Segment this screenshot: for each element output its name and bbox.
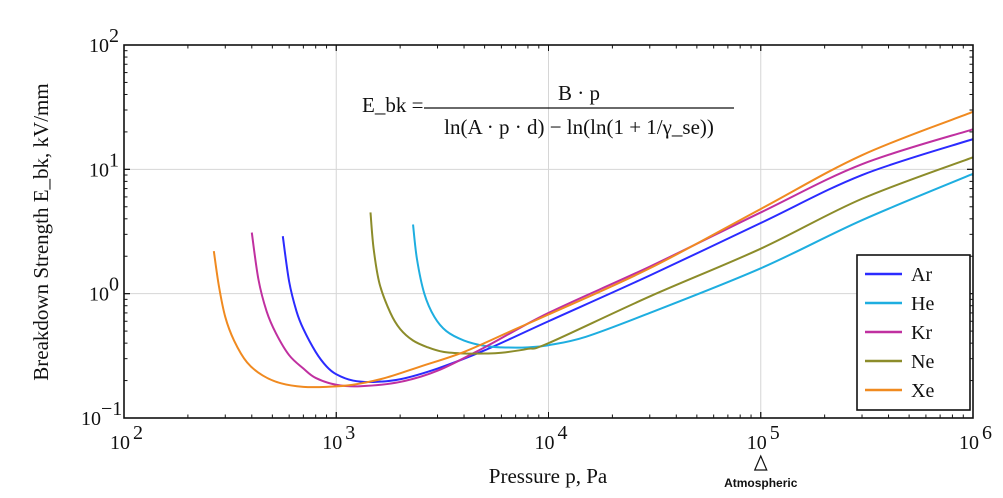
x-tick-label: 10 xyxy=(322,432,342,454)
legend-item-xe: Xe xyxy=(865,380,934,402)
legend-item-kr: Kr xyxy=(865,322,932,344)
x-tick-label: 10 xyxy=(747,432,767,454)
x-axis-title: Pressure p, Pa xyxy=(489,464,608,488)
y-tick-label: 10 xyxy=(81,408,101,430)
series-line-ne xyxy=(369,156,974,355)
formula-numerator: B · p xyxy=(558,81,600,105)
triangle-marker-icon xyxy=(753,454,768,471)
series-line-he xyxy=(412,172,974,349)
x-tick-label: 10 xyxy=(959,432,979,454)
series-line-xe xyxy=(212,110,974,389)
series-line-kr xyxy=(250,128,974,388)
legend-item-he: He xyxy=(865,293,934,315)
y-tick-exponent: 0 xyxy=(109,274,119,296)
legend-label: Kr xyxy=(911,322,932,344)
legend-label: Xe xyxy=(911,380,934,402)
legend-label: He xyxy=(911,293,934,315)
series-line-ar xyxy=(281,138,974,384)
legend-item-ne: Ne xyxy=(865,351,934,373)
y-tick-exponent: 1 xyxy=(109,149,119,171)
formula-denominator: ln(A · p · d) − ln(ln(1 + 1/γ_se)) xyxy=(444,115,714,139)
legend-item-ar: Ar xyxy=(865,264,932,286)
legend: Ar He Kr Ne Xe xyxy=(856,254,971,411)
y-axis-title: Breakdown Strength E_bk, kV/mm xyxy=(29,83,53,380)
legend-label: Ar xyxy=(911,264,932,286)
y-tick-exponent: −1 xyxy=(101,398,122,420)
grid xyxy=(123,44,974,419)
y-tick-label: 10 xyxy=(89,284,109,306)
atmospheric-label: Atmospheric xyxy=(724,476,798,490)
y-tick-label: 10 xyxy=(89,159,109,181)
x-tick-label: 10 xyxy=(535,432,555,454)
x-tick-labels: 10 2 10 3 10 4 10 5 10 6 xyxy=(110,422,992,454)
formula: E_bk = B · p ln(A · p · d) − ln(ln(1 + 1… xyxy=(362,81,734,139)
y-tick-exponent: 2 xyxy=(109,25,119,47)
x-tick-exponent: 4 xyxy=(558,422,568,444)
plot-frame xyxy=(123,44,974,419)
series-lines xyxy=(212,110,974,389)
x-tick-label: 10 xyxy=(110,432,130,454)
y-tick-label: 10 xyxy=(89,35,109,57)
x-tick-exponent: 2 xyxy=(133,422,143,444)
formula-lhs: E_bk = xyxy=(362,93,423,117)
x-tick-exponent: 6 xyxy=(982,422,992,444)
legend-label: Ne xyxy=(911,351,934,373)
atmospheric-annotation: Atmospheric xyxy=(724,454,798,490)
x-tick-exponent: 3 xyxy=(345,422,355,444)
x-tick-exponent: 5 xyxy=(770,422,780,444)
